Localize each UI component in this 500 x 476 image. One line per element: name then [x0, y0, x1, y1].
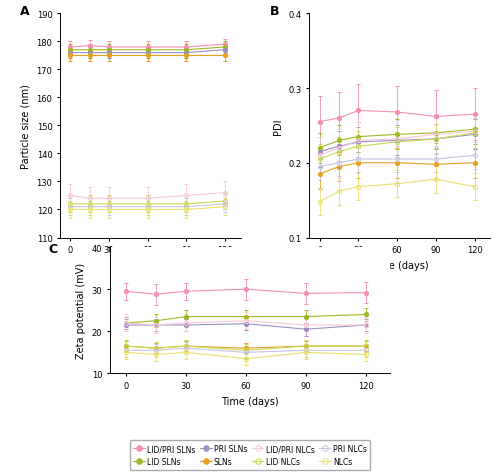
Text: A: A — [20, 5, 30, 18]
X-axis label: Time (days): Time (days) — [221, 396, 279, 406]
Y-axis label: Zeta potential (mV): Zeta potential (mV) — [76, 263, 86, 358]
X-axis label: Time (days): Time (days) — [122, 260, 179, 270]
Legend: LID/PRI SLNs, LID SLNs, PRI SLNs, SLNs, LID/PRI NLCs, LID NLCs, PRI NLCs, NLCs: LID/PRI SLNs, LID SLNs, PRI SLNs, SLNs, … — [130, 440, 370, 470]
Y-axis label: Particle size (nm): Particle size (nm) — [21, 84, 31, 169]
Y-axis label: PDI: PDI — [273, 118, 283, 134]
Text: C: C — [48, 242, 58, 256]
Text: B: B — [270, 5, 279, 18]
X-axis label: Time (days): Time (days) — [371, 260, 428, 270]
